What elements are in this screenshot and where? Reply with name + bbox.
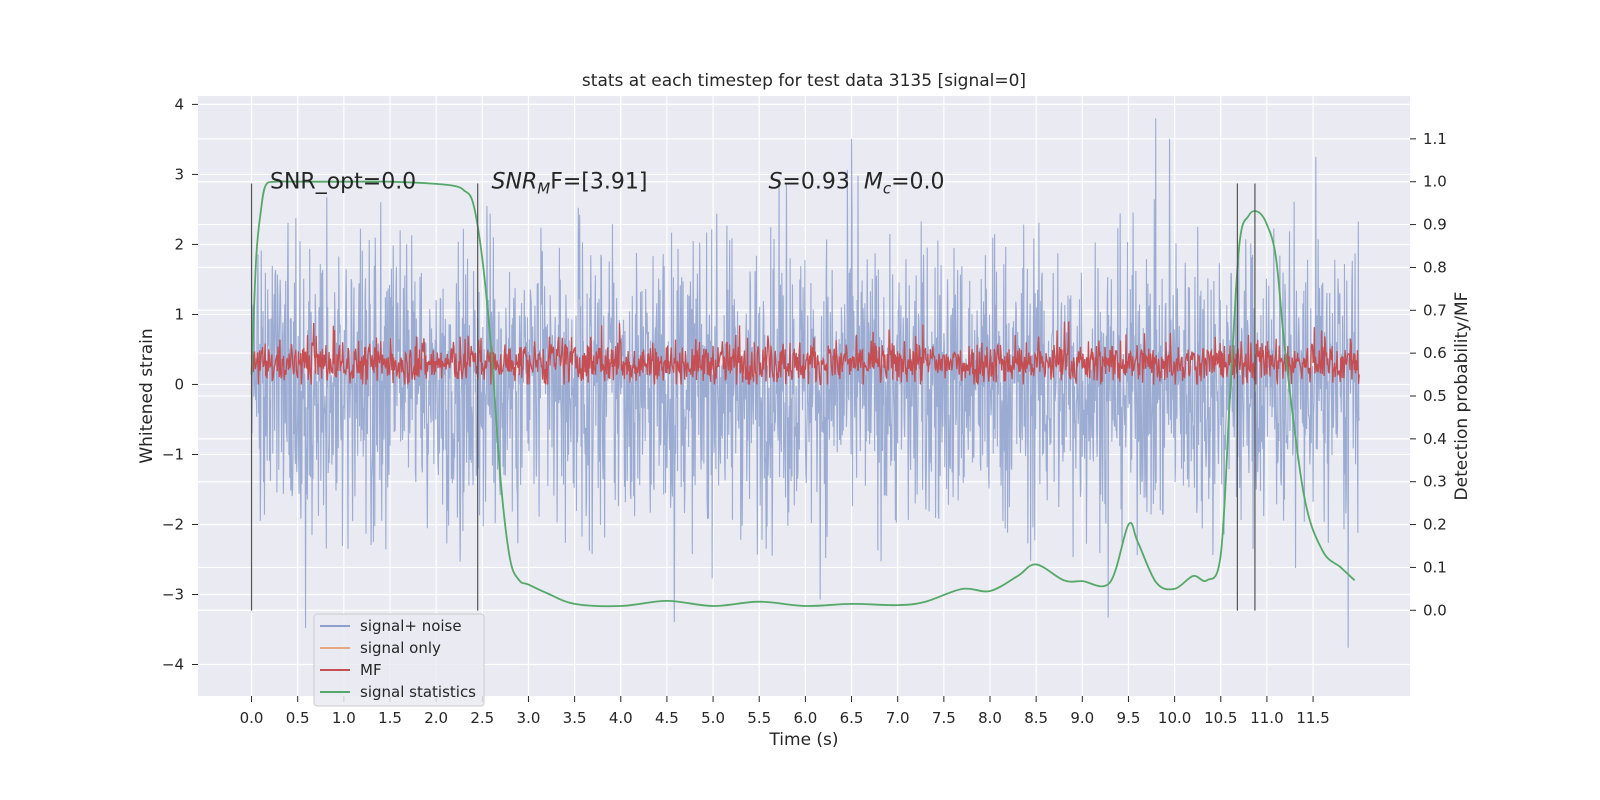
- snr-mf-value: F=[3.91]: [550, 169, 647, 194]
- legend-box: [313, 613, 485, 707]
- y-right-tick-label: 0.2: [1423, 516, 1447, 534]
- x-tick-label: 7.5: [932, 709, 956, 727]
- annotation-s-mc: S=0.93 Mc=0.0: [768, 169, 944, 197]
- legend: signal+ noise signal only MF signal statist…: [313, 613, 485, 707]
- y-left-tick-label: 1: [174, 305, 184, 323]
- y-right-tick-label: 1.1: [1423, 130, 1447, 148]
- y-right-tick-label: 0.9: [1423, 216, 1447, 234]
- x-tick-label: 9.5: [1117, 709, 1141, 727]
- x-tick-label: 6.0: [793, 709, 817, 727]
- series-signal-noise-line: [250, 118, 1360, 648]
- x-tick-label: 0.0: [240, 709, 264, 727]
- y-left-tick-label: −4: [162, 655, 184, 673]
- x-tick-label: 3.0: [517, 709, 541, 727]
- x-tick-label: 4.5: [655, 709, 679, 727]
- legend-label: MF: [360, 661, 382, 679]
- x-axis-label: Time (s): [768, 730, 838, 750]
- y-axis-label-left: Whitened strain: [137, 328, 157, 463]
- x-tick-label: 0.5: [286, 709, 310, 727]
- legend-label: signal statistics: [360, 683, 476, 701]
- x-tick-label: 7.0: [886, 709, 910, 727]
- x-tick-label: 1.5: [378, 709, 402, 727]
- y-right-tick-label: 0.1: [1423, 558, 1447, 576]
- x-tick-label: 11.0: [1250, 709, 1283, 727]
- x-tick-label: 8.0: [978, 709, 1002, 727]
- y-left-tick-label: 0: [174, 375, 184, 393]
- mc-subscript: c: [883, 179, 892, 197]
- x-tick-label: 10.0: [1158, 709, 1191, 727]
- y-right-tick-label: 1.0: [1423, 173, 1447, 191]
- y-right-tick-label: 0.4: [1423, 430, 1447, 448]
- y-right-tick-label: 0.7: [1423, 301, 1447, 319]
- vertical-markers: [250, 183, 1256, 611]
- x-tick-label: 11.5: [1296, 709, 1329, 727]
- ticks: 0.0 0.5 1.0 1.5 2.0 2.5 3.0 3.5 4.0 4.5 5.0 5.5 6.0 6…: [162, 95, 1447, 727]
- x-tick-label: 9.0: [1070, 709, 1094, 727]
- y-right-tick-label: 0.6: [1423, 344, 1447, 362]
- y-right-tick-label: 0.8: [1423, 258, 1447, 276]
- x-tick-label: 5.0: [701, 709, 725, 727]
- y-left-tick-label: 2: [174, 235, 184, 253]
- x-tick-label: 5.5: [747, 709, 771, 727]
- x-tick-label: 1.0: [332, 709, 356, 727]
- snr-mf-subscript: M: [537, 179, 550, 197]
- y-left-tick-label: −2: [162, 515, 184, 533]
- legend-label: signal+ noise: [360, 617, 462, 635]
- x-tick-label: 3.5: [563, 709, 587, 727]
- s-value: =0.93: [782, 169, 849, 194]
- mc-label: M: [864, 169, 883, 194]
- y-right-tick-label: 0.3: [1423, 473, 1447, 491]
- x-tick-label: 6.5: [840, 709, 864, 727]
- x-tick-label: 10.5: [1204, 709, 1237, 727]
- x-tick-label: 2.5: [470, 709, 494, 727]
- legend-label: signal only: [360, 639, 441, 657]
- chart-title: stats at each timestep for test data 313…: [582, 71, 1026, 91]
- y-right-tick-label: 0.5: [1423, 387, 1447, 405]
- y-left-tick-label: −3: [162, 585, 184, 603]
- y-left-tick-label: 4: [174, 95, 184, 113]
- series-mf-line: [250, 321, 1360, 386]
- s-label: S: [768, 169, 782, 194]
- series-layer: [250, 118, 1360, 648]
- snr-mf-label: SNR: [492, 169, 538, 194]
- x-tick-label: 4.0: [609, 709, 633, 727]
- y-left-tick-label: −1: [162, 445, 184, 463]
- y-left-tick-label: 3: [174, 165, 184, 183]
- series-signal-statistics-line: [250, 180, 1356, 608]
- mc-value: =0.0: [891, 169, 944, 194]
- x-tick-label: 2.0: [424, 709, 448, 727]
- annotation-snr-opt: SNR_opt=0.0: [270, 169, 416, 194]
- y-axis-label-right: Detection probability/MF: [1452, 292, 1472, 501]
- y-right-tick-label: 0.0: [1423, 601, 1447, 619]
- annotation-snr-mf: SNRMF=[3.91]: [492, 169, 648, 197]
- x-tick-label: 8.5: [1024, 709, 1048, 727]
